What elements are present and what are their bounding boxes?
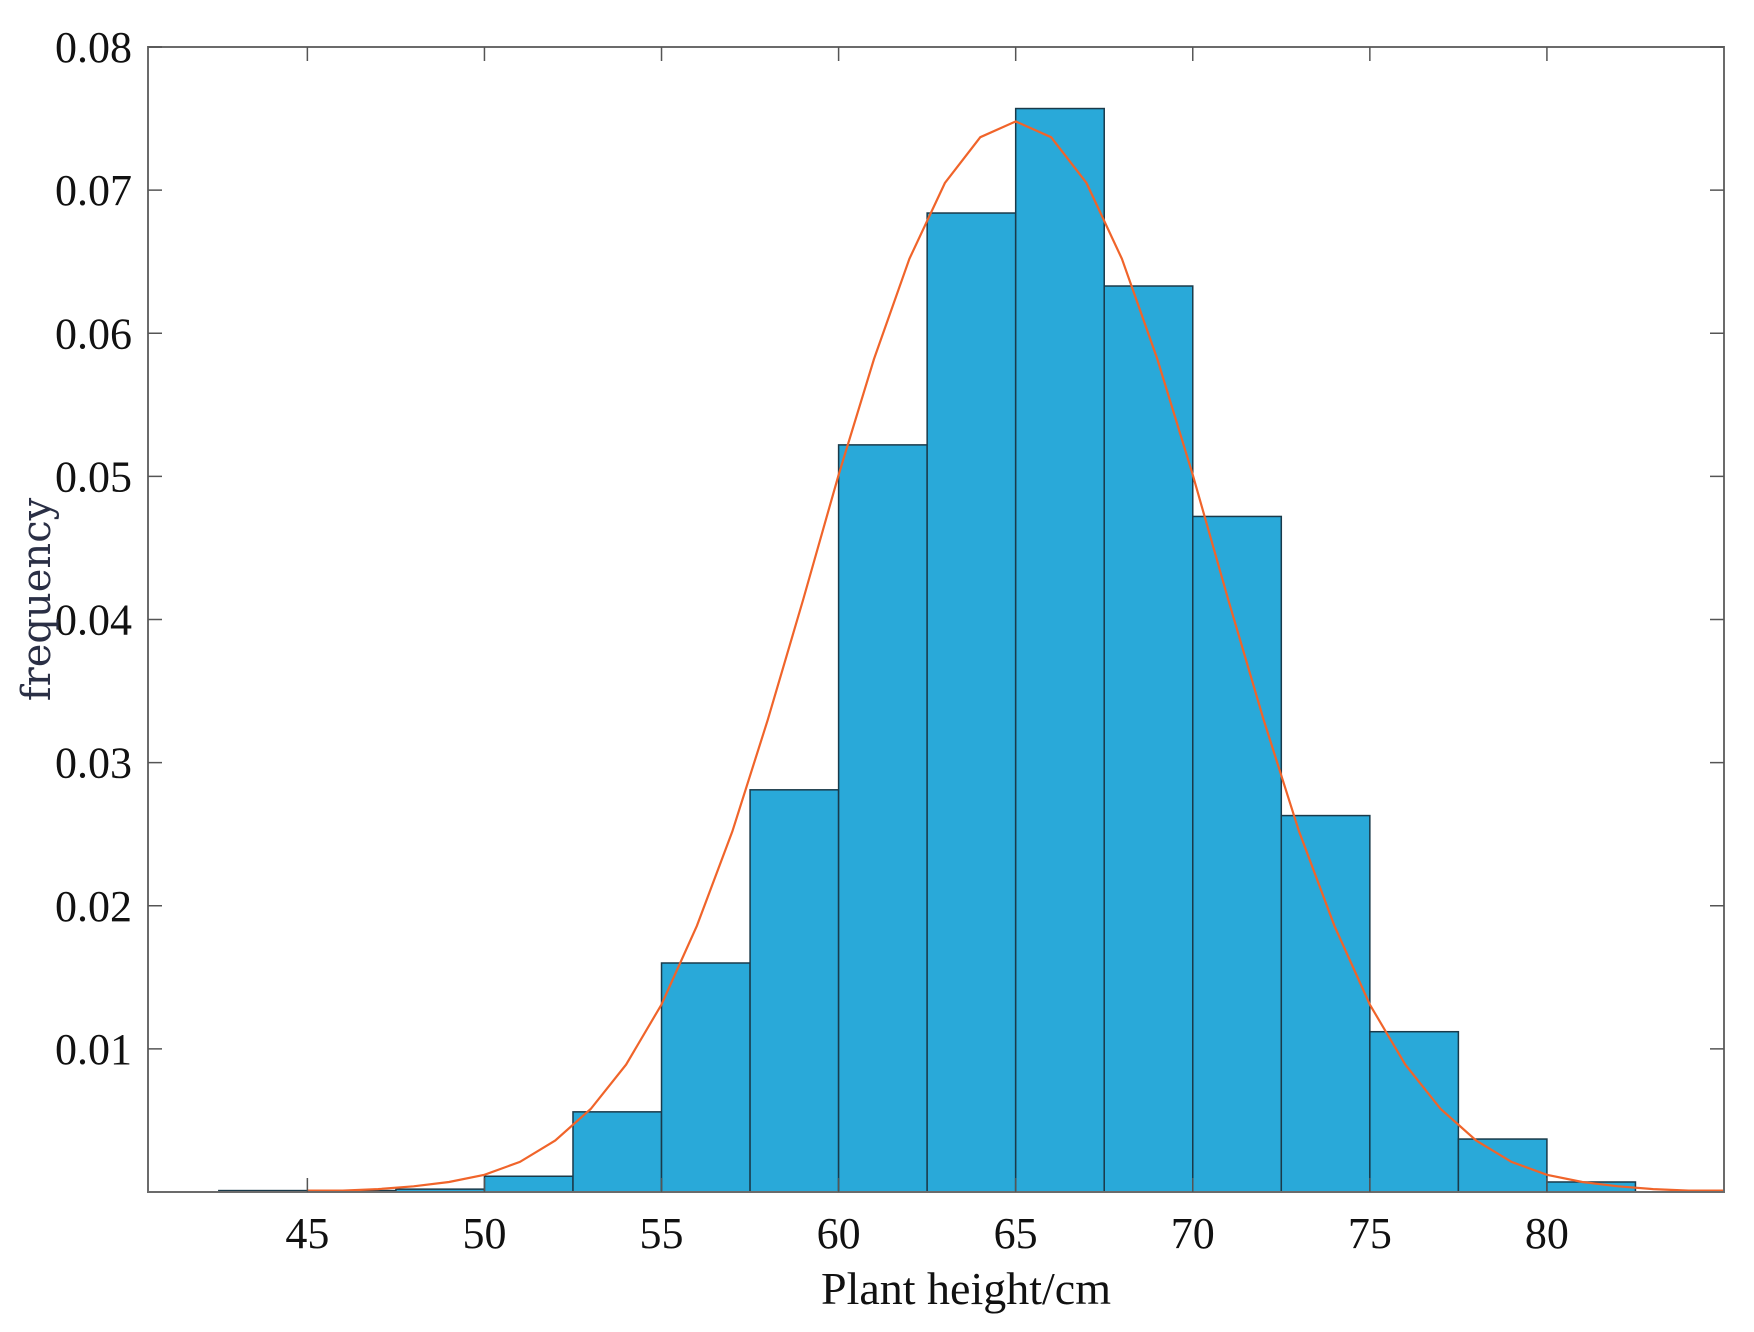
histogram-bar-7	[749, 789, 840, 1193]
x-tick-label: 65	[994, 1209, 1038, 1258]
x-axis-label: Plant height/cm	[821, 1263, 1111, 1314]
x-tick-label: 60	[817, 1209, 861, 1258]
histogram-bar-11	[1103, 285, 1194, 1193]
histogram-bar-9	[926, 212, 1017, 1193]
histogram-bars	[218, 107, 1637, 1193]
histogram-bar-8	[837, 444, 928, 1193]
histogram-bar-12	[1192, 515, 1283, 1193]
histogram-bar-13	[1280, 814, 1371, 1193]
y-tick-label: 0.02	[55, 882, 132, 931]
y-tick-label: 0.04	[55, 596, 132, 645]
y-tick-label: 0.07	[55, 166, 132, 215]
histogram-bar-5	[572, 1111, 663, 1193]
x-axis-ticks: 45 50 55 60 65 70 75 80	[285, 47, 1569, 1258]
y-axis-ticks: 0.01 0.02 0.03 0.04 0.05 0.06 0.07 0.08	[55, 23, 1724, 1074]
y-tick-label: 0.01	[55, 1025, 132, 1074]
fitted-curve	[307, 120, 1724, 1192]
y-tick-label: 0.08	[55, 23, 132, 72]
y-axis-label: frequency	[14, 497, 60, 701]
histogram-bar-15	[1457, 1138, 1548, 1193]
x-tick-label: 50	[462, 1209, 506, 1258]
fitted-curve-group	[307, 120, 1724, 1192]
histogram-bar-10	[1014, 107, 1105, 1193]
x-tick-label: 75	[1348, 1209, 1392, 1258]
histogram-bar-6	[660, 962, 751, 1193]
y-tick-label: 0.06	[55, 309, 132, 358]
y-tick-label: 0.05	[55, 452, 132, 501]
x-tick-label: 45	[285, 1209, 329, 1258]
x-tick-label: 80	[1525, 1209, 1569, 1258]
y-tick-label: 0.03	[55, 739, 132, 788]
histogram-bar-4	[483, 1175, 574, 1193]
x-tick-label: 70	[1171, 1209, 1215, 1258]
x-tick-label: 55	[640, 1209, 684, 1258]
